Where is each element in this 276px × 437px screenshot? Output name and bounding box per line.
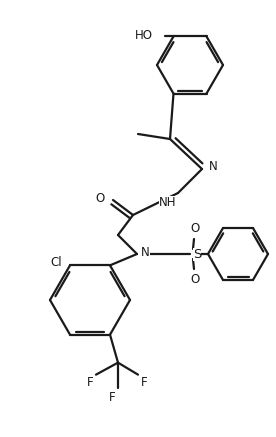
Text: F: F — [86, 376, 93, 388]
Text: O: O — [96, 191, 105, 205]
Text: N: N — [141, 246, 150, 260]
Text: O: O — [190, 273, 200, 286]
Text: Cl: Cl — [51, 256, 62, 269]
Text: NH: NH — [158, 196, 176, 209]
Text: HO: HO — [134, 29, 153, 42]
Text: F: F — [108, 391, 115, 404]
Text: F: F — [141, 376, 148, 388]
Text: S: S — [193, 247, 201, 260]
Text: N: N — [209, 160, 218, 173]
Text: O: O — [190, 222, 200, 235]
